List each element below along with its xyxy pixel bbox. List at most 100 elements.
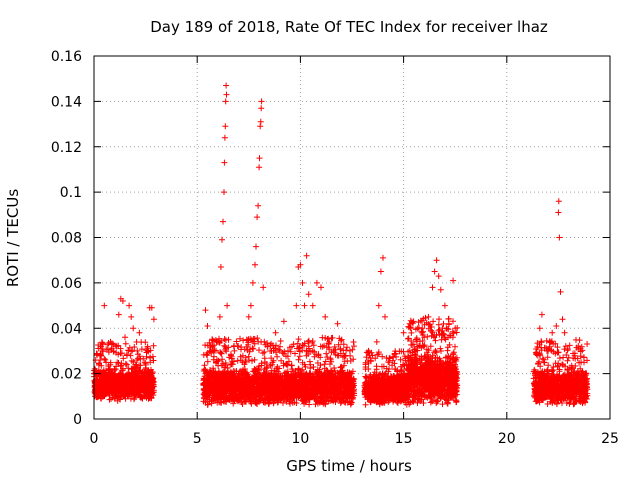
data-point [117,370,124,377]
data-point [261,338,268,345]
data-point [150,357,157,364]
data-point [140,387,147,394]
data-point [101,369,108,376]
data-point [127,379,134,386]
data-point [150,342,157,349]
data-point [104,346,111,353]
data-point [132,370,139,377]
data-point [143,389,150,396]
data-point [133,339,140,345]
data-point [98,343,105,350]
data-point [323,350,330,357]
data-point [102,356,109,363]
data-point [99,340,106,347]
chart-title: Day 189 of 2018, Rate Of TEC Index for r… [150,18,548,36]
data-point [344,344,350,351]
data-point [124,380,131,387]
data-point [108,369,115,376]
data-point [118,360,125,367]
grid-lines [94,56,610,419]
data-point [117,385,124,392]
data-point [277,338,284,344]
data-point [118,350,125,357]
data-point [274,353,281,360]
data-point [321,361,328,368]
data-point [98,362,105,369]
data-point [129,374,135,380]
data-point [120,355,127,362]
data-point [136,362,143,369]
data-point [144,376,151,383]
data-point [350,339,357,345]
data-point [142,339,149,346]
data-point [127,395,134,402]
data-point [122,360,129,367]
data-point [102,386,109,393]
data-point [324,354,331,361]
data-point [128,357,135,364]
data-point [110,385,117,392]
data-points [91,82,591,408]
data-point [130,365,137,372]
data-point [138,346,145,353]
data-point [148,366,154,373]
data-point [108,376,115,383]
data-point [122,340,129,347]
data-point [305,338,312,345]
data-point [105,383,112,390]
data-point [101,355,108,362]
data-point [118,367,125,374]
data-point [275,346,282,353]
data-point [305,337,312,344]
data-point [123,361,130,368]
data-point [113,392,120,399]
data-point [143,353,150,360]
data-point [94,382,101,389]
data-point [132,378,138,385]
data-point [373,363,380,370]
data-point [138,383,145,390]
data-point [295,356,302,363]
data-point [100,391,107,398]
data-point [136,376,143,382]
data-point [440,320,447,327]
data-point [129,384,136,391]
data-point [105,349,112,356]
data-point [122,395,129,402]
data-point [128,348,135,355]
data-point [329,334,336,341]
data-point [146,383,153,390]
data-point [131,344,138,350]
data-point [147,354,153,361]
data-point [286,358,292,365]
data-point [149,353,156,360]
data-point [204,358,211,365]
data-point [307,365,314,372]
data-point [140,355,147,362]
data-point [114,359,121,366]
data-point [118,375,125,382]
data-point [134,387,141,393]
data-point [112,366,119,373]
data-point [121,392,127,399]
data-point [136,353,143,360]
data-point [340,341,347,348]
data-point [141,369,148,376]
data-point [147,395,153,402]
data-point [149,375,155,382]
data-point [250,345,257,352]
data-point [121,381,128,388]
data-point [106,396,113,403]
data-point [210,353,217,360]
data-point [125,347,132,354]
data-point [435,321,442,328]
data-point [452,343,458,350]
data-point [261,349,268,355]
data-point [115,351,122,358]
data-point [362,401,369,408]
data-point [319,334,326,341]
data-point [126,344,133,351]
data-point [137,392,144,399]
data-point [256,347,262,354]
